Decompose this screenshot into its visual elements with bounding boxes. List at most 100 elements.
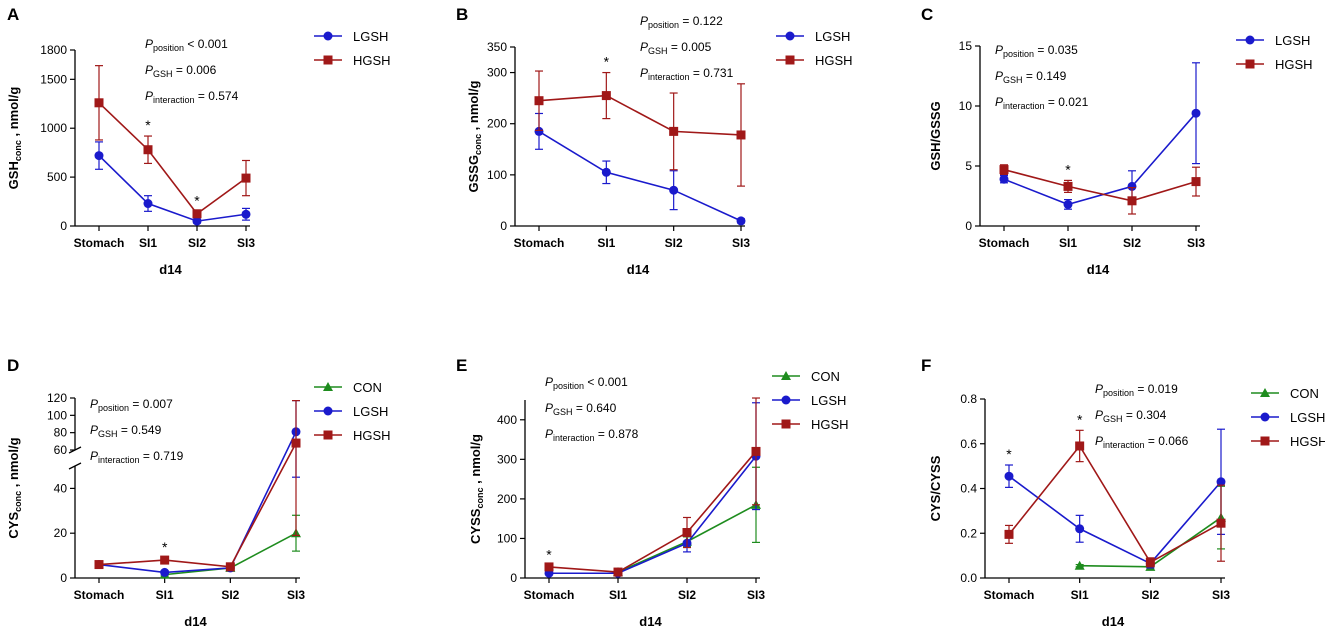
data-point-hgsh — [1245, 59, 1255, 69]
series-lgsh — [94, 141, 251, 226]
p-value-annotation: Pposition = 0.035 — [995, 43, 1078, 59]
data-point-con — [1260, 388, 1270, 397]
y-axis-title: GSH/GSSG — [928, 101, 943, 170]
data-point-hgsh — [781, 419, 791, 429]
chart-panel-f: 0.0 0.2 0.4 0.6 0.8 Stomach SI1 SI2 SI3 d14 CYS/CY… — [921, 356, 1325, 629]
p-value: < 0.001 — [184, 37, 228, 51]
y-tick-label: 1500 — [40, 72, 67, 86]
p-value-annotation: PGSH = 0.006 — [145, 63, 217, 79]
legend-item-hgsh: HGSH — [1251, 434, 1325, 449]
p-value-annotation: PGSH = 0.549 — [90, 423, 162, 439]
data-point-lgsh — [999, 174, 1009, 184]
data-point-lgsh — [1245, 35, 1255, 45]
legend-label: HGSH — [353, 53, 391, 68]
y-tick-label: 0.6 — [960, 437, 977, 451]
x-tick-label: SI1 — [609, 588, 627, 602]
legend-label: CON — [353, 380, 382, 395]
x-tick-label: Stomach — [74, 588, 125, 602]
data-point-hgsh — [94, 98, 104, 108]
p-value: = 0.006 — [173, 63, 217, 77]
y-tick-label: 80 — [54, 426, 68, 440]
data-point-hgsh — [1145, 557, 1155, 567]
p-subscript: position — [153, 43, 184, 53]
series-line-lgsh — [549, 455, 757, 575]
p-value-annotation: PGSH = 0.005 — [640, 40, 712, 56]
p-value: < 0.001 — [584, 375, 628, 389]
chart-panel-c: 0 5 10 15 Stomach SI1 SI2 SI3 d14 GSH/GSSG C * Pposi… — [921, 5, 1313, 277]
axis-break-mark — [68, 462, 82, 470]
data-point-lgsh — [241, 209, 251, 219]
chart-panel-d: 0 20 40 60 80 100 120 Stomach SI1 SI2 SI3 d14 CYScon… — [6, 356, 391, 629]
x-tick-label: SI3 — [1187, 236, 1205, 250]
data-point-hgsh — [291, 438, 301, 448]
data-point-lgsh — [323, 31, 333, 41]
x-tick-label: Stomach — [514, 236, 565, 250]
data-point-hgsh — [534, 96, 544, 106]
x-axis-title: d14 — [627, 262, 650, 277]
y-tick-label: 0 — [500, 219, 507, 233]
y-axis-title: CYS/CYSS — [928, 455, 943, 521]
p-value: = 0.019 — [1134, 382, 1178, 396]
x-tick-label: SI1 — [139, 236, 157, 250]
p-value-annotation: Pinteraction = 0.574 — [145, 89, 239, 105]
series-line-lgsh — [98, 155, 247, 222]
p-symbol: P — [640, 66, 648, 80]
p-symbol: P — [90, 423, 98, 437]
data-point-hgsh — [613, 567, 623, 577]
y-axis-title-main: CYS — [6, 512, 21, 539]
p-subscript: GSH — [1003, 75, 1023, 85]
y-tick-label: 0 — [965, 219, 972, 233]
y-tick-label: 0 — [510, 571, 517, 585]
panel-letter: B — [456, 5, 468, 24]
data-point-hgsh — [241, 173, 251, 183]
p-symbol: P — [995, 95, 1003, 109]
legend-label: CON — [1290, 386, 1319, 401]
y-tick-label: 5 — [965, 159, 972, 173]
data-point-lgsh — [781, 395, 791, 405]
series-line-hgsh — [98, 102, 247, 215]
p-symbol: P — [90, 449, 98, 463]
series-lgsh — [1004, 428, 1226, 569]
p-symbol: P — [640, 14, 648, 28]
x-tick-label: SI3 — [1212, 588, 1230, 602]
p-value: = 0.878 — [595, 427, 639, 441]
y-tick-label: 500 — [47, 170, 67, 184]
p-subscript: position — [1103, 388, 1134, 398]
p-value-annotation: Pposition = 0.122 — [640, 14, 723, 30]
significance-star: * — [1065, 161, 1071, 177]
data-point-hgsh — [1260, 436, 1270, 446]
p-subscript: position — [98, 403, 129, 413]
p-symbol: P — [145, 89, 153, 103]
series-line-hgsh — [1003, 168, 1197, 202]
x-tick-label: SI2 — [678, 588, 696, 602]
y-axis-title-sub: conc — [475, 488, 485, 509]
x-axis-title: d14 — [159, 262, 182, 277]
data-point-hgsh — [669, 126, 679, 136]
p-subscript: interaction — [1103, 440, 1145, 450]
p-value: = 0.007 — [129, 397, 173, 411]
chart-panel-e: 0 100 200 300 400 Stomach SI1 SI2 SI3 d14 CYSSconc… — [456, 356, 849, 629]
legend-label: HGSH — [811, 417, 849, 432]
p-value-annotation: PGSH = 0.304 — [1095, 408, 1167, 424]
data-point-hgsh — [323, 55, 333, 65]
legend-label: CON — [811, 369, 840, 384]
panel-letter: C — [921, 5, 933, 24]
p-subscript: position — [553, 381, 584, 391]
data-point-lgsh — [1063, 199, 1073, 209]
data-point-con — [323, 382, 333, 391]
panel-letter: A — [7, 5, 19, 24]
p-subscript: GSH — [153, 69, 173, 79]
data-point-hgsh — [1063, 181, 1073, 191]
series-line-lgsh — [538, 130, 742, 222]
panel-letter: E — [456, 356, 467, 375]
legend-item-lgsh: LGSH — [776, 29, 850, 44]
y-axis-title-sub: conc — [473, 134, 483, 155]
x-tick-label: SI2 — [665, 236, 683, 250]
series-hgsh — [94, 65, 251, 219]
y-tick-label: 60 — [54, 443, 68, 457]
p-symbol: P — [145, 63, 153, 77]
series-hgsh — [544, 397, 761, 577]
y-axis-title: GSSGconc , nmol/g — [466, 80, 483, 192]
data-point-lgsh — [1191, 108, 1201, 118]
